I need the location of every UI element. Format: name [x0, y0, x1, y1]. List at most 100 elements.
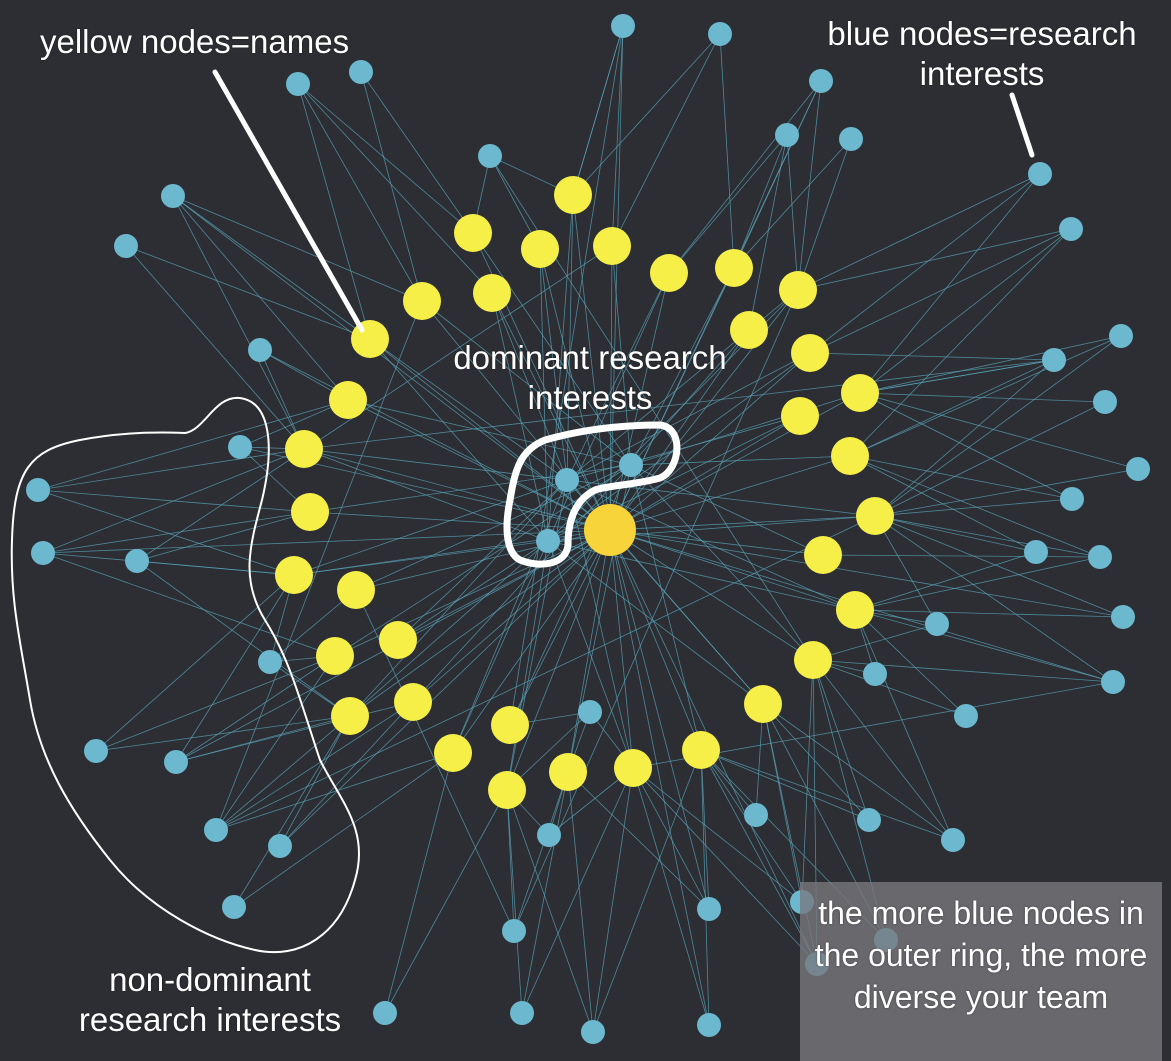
name-node [394, 683, 432, 721]
edge [859, 173, 1041, 394]
name-node [329, 381, 367, 419]
edge [632, 767, 803, 903]
edge [513, 289, 799, 932]
diversity-note: the more blue nodes in the outer ring, t… [814, 895, 1148, 1015]
edge [630, 329, 750, 466]
edge [849, 455, 1073, 500]
edge [369, 338, 611, 531]
edge [609, 529, 710, 910]
edge [874, 359, 1055, 517]
edge [567, 771, 710, 910]
edge [733, 138, 852, 269]
name-node [856, 497, 894, 535]
edge [349, 479, 568, 717]
research-interest-node [1111, 605, 1135, 629]
edge [452, 479, 568, 754]
edge [303, 448, 568, 481]
edge [611, 33, 721, 247]
dominant-interest-node [619, 453, 643, 477]
edge [822, 554, 1101, 558]
edge [812, 659, 967, 717]
research-interest-node [125, 549, 149, 573]
name-node [521, 230, 559, 268]
edge [854, 609, 967, 717]
research-interest-node [1024, 540, 1048, 564]
edge [303, 359, 1055, 450]
name-node [285, 430, 323, 468]
edge [566, 352, 811, 481]
research-interest-node [26, 478, 50, 502]
nondominant-label-line1: non-dominant [109, 961, 311, 998]
research-interest-node [611, 14, 635, 38]
edge [567, 529, 611, 773]
edge [700, 749, 954, 841]
edge [215, 515, 876, 831]
edge [349, 529, 611, 717]
edge [303, 448, 611, 531]
edge [609, 529, 814, 661]
name-node [488, 771, 526, 809]
edge [748, 134, 788, 331]
edge [762, 703, 954, 841]
edge [175, 655, 336, 763]
edge [347, 399, 611, 531]
name-node [291, 493, 329, 531]
edge [874, 468, 1139, 517]
name-node [779, 271, 817, 309]
edge [513, 771, 569, 932]
edge [609, 529, 710, 1026]
edge [259, 349, 611, 531]
research-interest-node [478, 144, 502, 168]
edge [136, 245, 613, 562]
research-interest-node [204, 818, 228, 842]
edge [592, 749, 702, 1033]
edge [630, 267, 735, 466]
edge [632, 767, 710, 910]
edge [172, 195, 371, 340]
edge [233, 752, 454, 908]
nondominant-label: non-dominant research interests [60, 960, 360, 1039]
edge [384, 789, 508, 1014]
edge [521, 771, 569, 1014]
edge [279, 529, 611, 847]
hub-name-node [584, 504, 636, 556]
edge [668, 80, 822, 274]
name-node [275, 556, 313, 594]
name-node [715, 249, 753, 287]
edge [421, 300, 611, 531]
research-interest-node [510, 1001, 534, 1025]
edge [125, 245, 371, 340]
research-interest-node [84, 739, 108, 763]
edge [630, 392, 861, 466]
name-node [730, 311, 768, 349]
name-node [434, 734, 472, 772]
edge [355, 464, 632, 591]
edge [874, 335, 1122, 517]
name-node [841, 374, 879, 412]
research-interest-node [863, 662, 887, 686]
edge [37, 448, 305, 491]
edge [859, 392, 1106, 403]
dominant-interest-node [536, 529, 560, 553]
edge [700, 749, 710, 1026]
edge [293, 479, 568, 576]
edge [630, 455, 851, 466]
edge [42, 448, 305, 554]
edge [412, 529, 611, 703]
research-interest-node [1028, 162, 1052, 186]
edge [859, 228, 1072, 394]
edge [797, 138, 852, 291]
edge [215, 715, 351, 831]
edge [172, 195, 611, 531]
edge [797, 173, 1041, 291]
edge [609, 80, 822, 531]
edge [95, 574, 295, 752]
edge [809, 228, 1072, 354]
name-node [454, 214, 492, 252]
edge [175, 574, 295, 763]
edge [849, 455, 1037, 553]
research-interest-node [1109, 324, 1133, 348]
edge [349, 540, 549, 717]
research-interest-node [349, 60, 373, 84]
